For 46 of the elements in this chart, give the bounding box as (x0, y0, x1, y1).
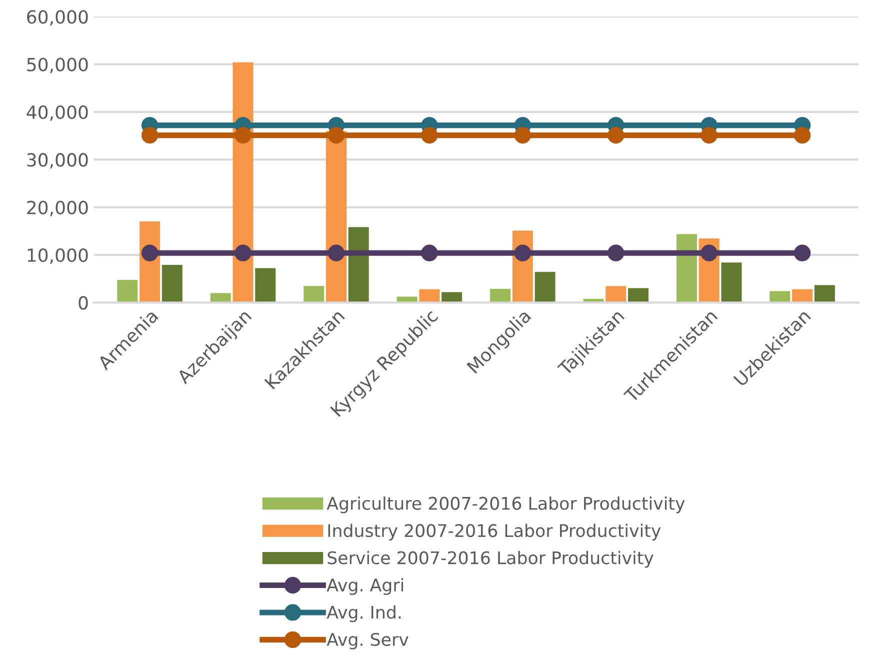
bar (255, 268, 276, 303)
bar (117, 280, 138, 303)
bar (676, 234, 697, 303)
point (514, 126, 531, 144)
bar (606, 286, 626, 303)
bar (628, 288, 649, 303)
point (328, 244, 345, 262)
point (794, 244, 811, 262)
bar (419, 289, 440, 303)
y-tick-label: 20,000 (27, 200, 88, 216)
point (234, 126, 252, 144)
legend-label: Avg. Ind. (326, 605, 401, 622)
legend-label: Avg. Agri (326, 578, 404, 595)
y-tick-label: 10,000 (28, 248, 88, 264)
y-tick-label: 50,000 (27, 58, 88, 74)
bar (348, 227, 369, 303)
point (608, 244, 624, 262)
legend-label: Industry 2007-2016 Labor Productivity (328, 524, 661, 540)
y-tick-label: 0 (78, 296, 88, 310)
point (141, 244, 158, 262)
bar (304, 286, 324, 303)
point (141, 126, 158, 144)
point (234, 244, 252, 262)
point (608, 126, 624, 144)
point (328, 126, 345, 144)
bar (490, 288, 511, 303)
y-tick-label: 40,000 (26, 105, 88, 121)
bar (162, 264, 182, 303)
point (700, 244, 718, 262)
bar (442, 292, 462, 303)
legend-label: Avg. Serv (326, 632, 408, 650)
y-tick-label: 30,000 (27, 153, 88, 169)
legend-label: Service 2007-2016 Labor Productivity (328, 550, 654, 568)
legend-label: Agriculture 2007-2016 Labor Productivity (326, 496, 685, 514)
point (421, 244, 438, 262)
point (514, 244, 531, 262)
bar (814, 285, 835, 303)
point (700, 126, 718, 144)
bar (210, 293, 231, 303)
point (794, 126, 811, 144)
y-tick-label: 60,000 (27, 10, 88, 26)
bar (770, 291, 790, 303)
bar (792, 289, 813, 303)
bar (721, 262, 742, 303)
point (421, 126, 438, 144)
bar (534, 272, 556, 303)
